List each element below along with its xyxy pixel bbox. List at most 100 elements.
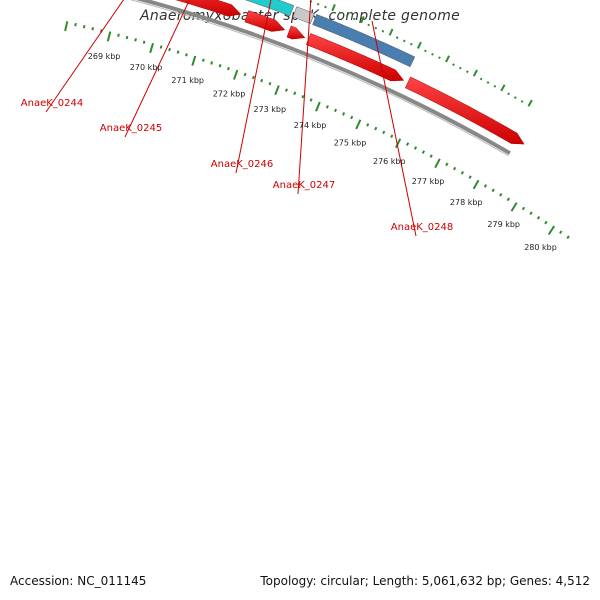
scale-tick — [468, 175, 472, 179]
gene-label-anaek-0247: AnaeK_0247 — [273, 180, 335, 191]
scale-tick — [350, 115, 354, 120]
upper-tick — [338, 11, 342, 15]
scale-label-274-kbp: 274 kbp — [294, 121, 327, 130]
scale-tick — [429, 154, 433, 158]
upper-tick — [438, 56, 441, 60]
upper-tick — [352, 17, 356, 21]
scale-tick — [325, 105, 329, 109]
scale-tick — [483, 184, 488, 188]
scale-tick — [521, 206, 526, 211]
scale-tick — [547, 225, 556, 236]
upper-tick — [409, 42, 413, 46]
scale-tick — [406, 142, 410, 146]
scale-tick — [293, 91, 297, 96]
scale-tick — [342, 112, 346, 116]
scale-tick — [506, 197, 510, 202]
scale-tick — [460, 171, 464, 175]
scale-label-269-kbp: 269 kbp — [88, 52, 121, 61]
scale-label-279-kbp: 279 kbp — [487, 220, 520, 229]
scale-tick — [453, 166, 457, 171]
scale-tick — [268, 81, 272, 86]
scale-label-271-kbp: 271 kbp — [171, 76, 204, 85]
scale-tick — [201, 58, 205, 62]
gene-label-anaek-0245: AnaeK_0245 — [100, 123, 162, 134]
scale-tick — [445, 162, 449, 167]
scale-tick — [472, 179, 480, 190]
upper-tick — [459, 66, 462, 70]
gene-bar-anaek-0248 — [312, 13, 416, 68]
scale-tick — [284, 88, 288, 92]
gene-bar-anaek-0247 — [292, 6, 315, 25]
scale-label-270-kbp: 270 kbp — [130, 63, 163, 72]
scale-label-277-kbp: 277 kbp — [412, 177, 445, 186]
scale-tick-ring — [64, 21, 570, 239]
upper-tick — [388, 28, 394, 36]
upper-tick — [465, 70, 469, 74]
scale-tick — [149, 42, 154, 54]
scale-tick — [566, 235, 570, 239]
upper-tick-ring — [309, 0, 533, 107]
scale-tick — [210, 61, 214, 65]
scale-tick — [559, 230, 563, 235]
upper-tick — [402, 39, 406, 43]
upper-tick — [424, 49, 427, 53]
accession-text: Accession: NC_011145 — [10, 574, 147, 588]
scale-tick — [413, 146, 418, 150]
upper-tick — [324, 5, 327, 9]
scale-tick — [390, 134, 394, 139]
upper-tick — [527, 99, 533, 107]
scale-tick — [218, 63, 222, 68]
backbone-line — [135, 0, 511, 155]
scale-tick — [529, 211, 533, 215]
scale-tick — [185, 53, 188, 57]
scale-tick — [251, 75, 255, 80]
upper-tick — [395, 36, 399, 40]
genome-backbone — [129, 0, 511, 157]
cds-arrow-4 — [286, 25, 306, 40]
cds-track — [175, 0, 525, 145]
upper-tick — [479, 77, 483, 81]
scale-tick — [142, 40, 146, 44]
scale-tick — [333, 108, 338, 113]
scale-tick — [274, 85, 280, 96]
upper-tick — [316, 2, 320, 6]
upper-tick — [493, 84, 497, 88]
scale-tick — [301, 94, 305, 99]
scale-tick — [260, 78, 264, 83]
scale-tick — [74, 22, 77, 27]
scale-tick — [134, 38, 137, 42]
scale-tick — [510, 202, 518, 212]
upper-tick — [452, 63, 455, 66]
scale-label-278-kbp: 278 kbp — [450, 198, 483, 207]
gene-label-leaders — [45, 0, 417, 237]
upper-tick — [367, 23, 370, 27]
scale-tick — [227, 66, 230, 71]
scale-label-276-kbp: 276 kbp — [373, 157, 406, 166]
backbone-highlight — [129, 0, 509, 157]
scale-tick — [536, 216, 541, 220]
scale-tick — [168, 47, 171, 52]
scale-label-275-kbp: 275 kbp — [334, 139, 367, 148]
leader-anaek-0246 — [235, 0, 272, 174]
scale-tick — [125, 35, 129, 40]
scale-tick — [64, 21, 69, 32]
cds-arrow-6 — [404, 76, 525, 145]
scale-tick — [544, 220, 548, 225]
scale-tick — [159, 45, 163, 49]
scale-tick — [434, 158, 441, 169]
scale-label-280-kbp: 280 kbp — [524, 243, 557, 252]
scale-tick — [309, 98, 313, 102]
scale-tick — [366, 123, 370, 127]
upper-tick — [381, 29, 385, 33]
scale-tick — [117, 33, 120, 37]
scale-tick — [491, 188, 495, 193]
scale-tick — [499, 193, 503, 197]
upper-tick — [345, 14, 349, 18]
leader-anaek-0248 — [371, 20, 417, 237]
upper-tick — [374, 26, 378, 30]
scale-label-272-kbp: 272 kbp — [213, 90, 246, 99]
gene-label-anaek-0248: AnaeK_0248 — [391, 222, 453, 233]
scale-tick — [315, 101, 321, 112]
upper-tick — [445, 55, 450, 63]
